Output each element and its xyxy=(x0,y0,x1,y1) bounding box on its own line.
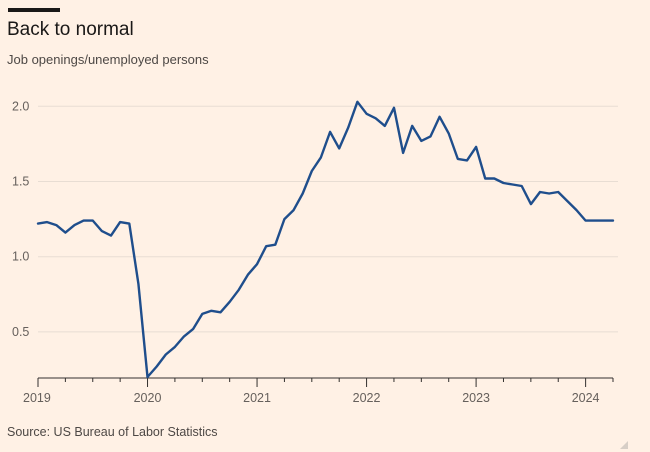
y-tick-label: 1.0 xyxy=(12,250,29,264)
chart-subtitle: Job openings/unemployed persons xyxy=(7,52,209,67)
x-tick-label: 2024 xyxy=(572,391,600,405)
source-note: Source: US Bureau of Labor Statistics xyxy=(7,425,218,439)
y-tick-label: 2.0 xyxy=(12,99,29,113)
x-tick-label: 2020 xyxy=(134,391,162,405)
resize-corner-icon xyxy=(620,441,628,449)
brand-bar xyxy=(8,8,60,12)
y-tick-label: 1.5 xyxy=(12,175,29,189)
x-tick-label: 2022 xyxy=(353,391,381,405)
x-tick-label: 2023 xyxy=(462,391,490,405)
x-axis: 2019 2020 2021 2022 2023 2024 xyxy=(23,377,614,405)
series-line xyxy=(36,100,615,379)
chart-title: Back to normal xyxy=(7,19,134,40)
x-tick-label: 2021 xyxy=(243,391,271,405)
x-tick-label: 2019 xyxy=(23,391,51,405)
y-tick-label: 0.5 xyxy=(12,325,29,339)
series-layer xyxy=(36,100,615,379)
y-tick-labels: 0.5 1.0 1.5 2.0 xyxy=(12,99,29,339)
